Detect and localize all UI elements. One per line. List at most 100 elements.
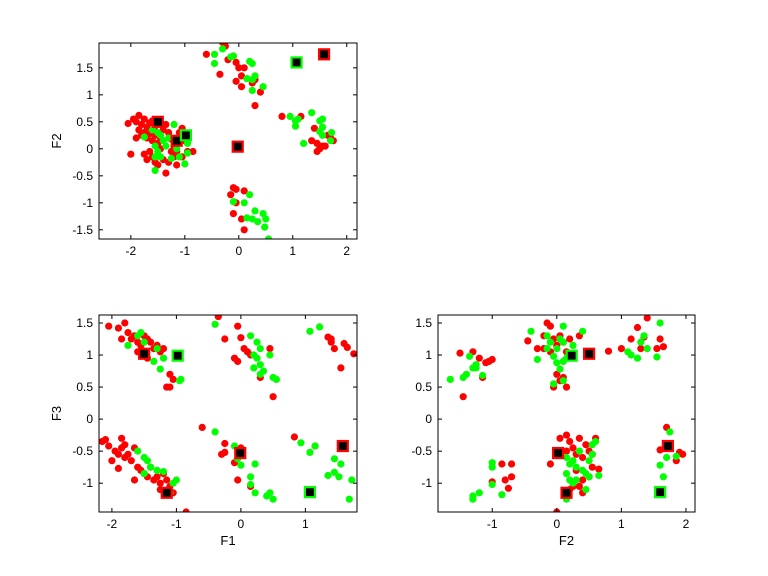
y-tick-label: 0	[425, 412, 432, 426]
data-point	[124, 341, 132, 349]
data-point	[672, 452, 680, 460]
series-class-green	[446, 319, 680, 503]
data-point	[256, 88, 264, 96]
data-point	[172, 476, 180, 484]
data-point	[488, 463, 496, 471]
data-point	[543, 332, 551, 340]
data-point	[247, 480, 255, 489]
data-point	[175, 153, 183, 161]
data-point	[240, 199, 248, 207]
data-point	[243, 214, 251, 222]
data-point	[159, 468, 168, 476]
data-point	[327, 338, 335, 346]
data-point	[167, 147, 175, 156]
data-point	[308, 109, 316, 117]
centroid-marker	[234, 446, 247, 460]
data-point	[294, 115, 302, 123]
y-tick-label: 1.5	[76, 316, 93, 330]
y-tick-label: -1	[82, 196, 93, 210]
data-point	[165, 134, 173, 142]
data-point	[604, 347, 613, 355]
data-point	[237, 72, 246, 80]
data-point	[550, 352, 558, 360]
data-point	[189, 147, 197, 156]
data-point	[137, 329, 145, 337]
data-point	[330, 468, 338, 476]
x-tick-label: -1	[171, 517, 182, 531]
data-point	[237, 334, 245, 342]
data-point	[653, 345, 661, 353]
data-point	[533, 345, 542, 353]
data-point	[156, 365, 164, 373]
data-point	[251, 207, 259, 215]
data-point	[656, 335, 664, 343]
data-point	[124, 119, 132, 128]
data-point	[459, 393, 467, 401]
data-point	[575, 434, 584, 442]
data-point	[316, 323, 324, 331]
x-tick-label: 1	[289, 244, 296, 258]
data-point	[324, 471, 332, 480]
data-point	[595, 465, 603, 473]
y-tick-label: -1	[421, 476, 432, 490]
x-tick-label: -1	[487, 517, 498, 531]
data-point	[247, 332, 255, 340]
data-point	[550, 380, 558, 388]
data-point	[566, 335, 574, 343]
data-point	[291, 122, 300, 130]
data-point	[221, 335, 229, 343]
data-point	[582, 441, 590, 449]
data-point	[219, 45, 227, 53]
data-point	[585, 473, 593, 481]
x-tick-label: 0	[553, 517, 560, 531]
data-point	[266, 351, 274, 359]
data-point	[466, 352, 474, 360]
data-point	[253, 338, 261, 346]
x-tick-label: -2	[126, 244, 137, 258]
data-point	[130, 476, 139, 484]
data-point	[121, 441, 129, 449]
data-point	[582, 486, 590, 494]
data-point	[170, 120, 178, 129]
data-point	[488, 355, 496, 364]
data-point	[469, 495, 477, 503]
data-point	[254, 218, 262, 226]
y-axis-label: F2	[49, 133, 64, 148]
data-point	[237, 83, 246, 91]
data-point	[579, 453, 587, 462]
centroid-marker	[179, 129, 192, 142]
y-tick-label: -1.5	[72, 223, 93, 237]
data-point	[566, 437, 574, 446]
y-tick-label: 0	[86, 412, 93, 426]
x-tick-label: -1	[179, 244, 190, 258]
data-point	[147, 463, 155, 471]
data-point	[143, 457, 151, 465]
data-point	[527, 327, 535, 335]
data-point	[151, 142, 159, 150]
data-point	[105, 322, 113, 330]
y-tick-label: 0	[86, 142, 93, 156]
data-point	[165, 129, 173, 137]
data-point	[462, 370, 470, 378]
data-point	[105, 442, 113, 450]
centroid-marker	[290, 56, 303, 69]
data-point	[313, 147, 321, 156]
data-point	[183, 139, 192, 147]
data-point	[235, 64, 243, 72]
series-class-green	[140, 45, 336, 239]
data-point	[666, 428, 674, 436]
data-point	[508, 460, 516, 468]
data-point	[159, 345, 168, 353]
centroid-marker	[661, 439, 674, 453]
data-point	[259, 210, 267, 218]
data-point	[229, 52, 237, 60]
data-point	[456, 349, 464, 357]
data-point	[243, 75, 251, 83]
data-point	[148, 126, 156, 134]
data-point	[162, 169, 170, 177]
data-point	[156, 153, 165, 161]
data-point	[575, 447, 584, 455]
data-point	[637, 345, 645, 353]
x-tick-label: -2	[107, 517, 118, 531]
